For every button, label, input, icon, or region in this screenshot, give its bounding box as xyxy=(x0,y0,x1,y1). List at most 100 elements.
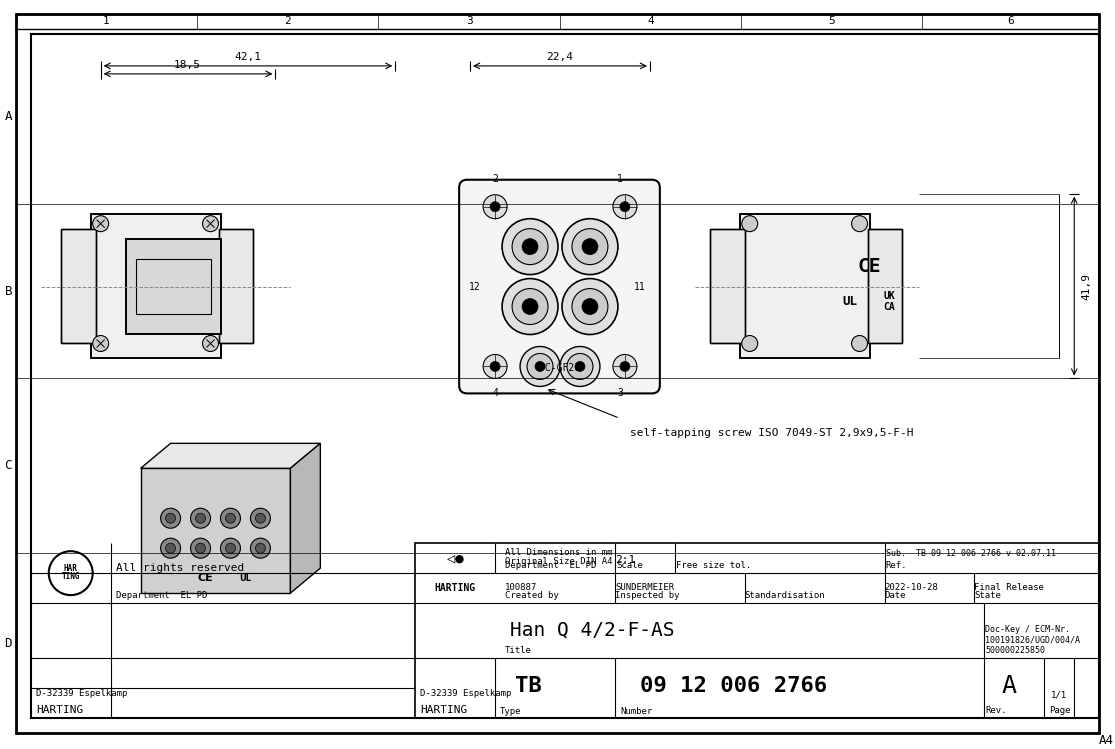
Circle shape xyxy=(225,543,235,554)
Text: D-32339 Espelkamp: D-32339 Espelkamp xyxy=(36,689,127,698)
Bar xyxy=(219,228,253,344)
Text: Sub.  TB 09 12 006 2766 v 02.07.11: Sub. TB 09 12 006 2766 v 02.07.11 xyxy=(885,549,1056,558)
Bar xyxy=(126,239,221,333)
Text: 1/1: 1/1 xyxy=(1051,691,1067,700)
Text: Number: Number xyxy=(620,707,652,716)
Circle shape xyxy=(568,354,593,380)
Text: B: B xyxy=(4,285,12,297)
Circle shape xyxy=(613,195,637,219)
Circle shape xyxy=(512,228,547,264)
Circle shape xyxy=(221,539,241,558)
Text: 41,9: 41,9 xyxy=(1082,273,1092,300)
Polygon shape xyxy=(140,468,290,593)
Text: 2:1: 2:1 xyxy=(614,555,636,565)
Text: 09 12 006 2766: 09 12 006 2766 xyxy=(640,676,827,696)
Circle shape xyxy=(741,336,758,351)
Circle shape xyxy=(483,195,507,219)
Text: State: State xyxy=(975,591,1001,600)
Text: UL: UL xyxy=(240,574,252,583)
Text: Inspected by: Inspected by xyxy=(614,591,679,600)
Bar xyxy=(867,228,902,344)
Text: self-tapping screw ISO 7049-ST 2,9x9,5-F-H: self-tapping screw ISO 7049-ST 2,9x9,5-F… xyxy=(630,428,913,438)
Text: 6: 6 xyxy=(1008,16,1015,26)
Text: Final Release: Final Release xyxy=(975,583,1045,592)
Text: Page: Page xyxy=(1049,706,1070,715)
Text: PC-GF20: PC-GF20 xyxy=(540,363,581,374)
Bar xyxy=(126,239,221,333)
Text: UK
CA: UK CA xyxy=(883,291,895,312)
Text: HARTING: HARTING xyxy=(435,583,476,593)
Text: 3: 3 xyxy=(466,16,473,26)
Text: CE: CE xyxy=(197,573,213,583)
Circle shape xyxy=(191,509,211,528)
Text: Scale: Scale xyxy=(615,561,642,570)
Text: 1: 1 xyxy=(617,174,623,184)
FancyBboxPatch shape xyxy=(459,180,660,393)
Circle shape xyxy=(251,539,271,558)
Text: HARTING: HARTING xyxy=(420,705,467,715)
Text: 100887: 100887 xyxy=(505,583,537,592)
Circle shape xyxy=(582,239,598,255)
Circle shape xyxy=(562,219,618,275)
Text: Han Q 4/2-F-AS: Han Q 4/2-F-AS xyxy=(510,621,675,640)
Circle shape xyxy=(522,299,539,315)
Circle shape xyxy=(852,336,867,351)
Text: Standardisation: Standardisation xyxy=(745,591,825,600)
Circle shape xyxy=(575,362,585,372)
Text: TING: TING xyxy=(61,571,80,580)
Bar xyxy=(136,258,211,314)
Circle shape xyxy=(483,354,507,378)
Text: Ref.: Ref. xyxy=(885,561,906,570)
Circle shape xyxy=(203,216,219,231)
Circle shape xyxy=(203,336,219,351)
Text: HARTING: HARTING xyxy=(36,705,83,715)
Bar xyxy=(739,213,870,359)
Text: HAR: HAR xyxy=(64,564,78,573)
Bar xyxy=(739,213,870,359)
Text: All Dimensions in mm: All Dimensions in mm xyxy=(505,548,612,557)
Text: Rev.: Rev. xyxy=(986,706,1007,715)
Text: UL: UL xyxy=(842,295,857,308)
Circle shape xyxy=(251,509,271,528)
Text: C: C xyxy=(4,459,12,473)
Circle shape xyxy=(93,216,108,231)
Text: 2: 2 xyxy=(492,174,498,184)
Circle shape xyxy=(491,201,501,212)
Circle shape xyxy=(195,543,205,554)
Text: Type: Type xyxy=(501,707,522,716)
Circle shape xyxy=(166,513,175,524)
Circle shape xyxy=(491,362,501,372)
Text: ◁●: ◁● xyxy=(447,551,464,565)
Text: Department  EL PD: Department EL PD xyxy=(116,591,207,600)
Circle shape xyxy=(741,216,758,231)
Text: All rights reserved: All rights reserved xyxy=(116,563,244,573)
Circle shape xyxy=(161,539,181,558)
Text: Original Size DIN A4: Original Size DIN A4 xyxy=(505,557,612,566)
Text: SUNDERMEIER: SUNDERMEIER xyxy=(614,583,675,592)
Circle shape xyxy=(620,362,630,372)
Text: 4: 4 xyxy=(492,389,498,398)
Circle shape xyxy=(527,354,553,380)
Bar xyxy=(90,213,221,359)
Text: A: A xyxy=(4,110,12,123)
Bar xyxy=(710,228,745,344)
Text: 2: 2 xyxy=(284,16,291,26)
Text: 3: 3 xyxy=(617,389,623,398)
Bar xyxy=(710,228,745,344)
Polygon shape xyxy=(290,443,320,593)
Text: Date: Date xyxy=(884,591,906,600)
Circle shape xyxy=(613,354,637,378)
Circle shape xyxy=(560,347,600,386)
Circle shape xyxy=(572,288,608,324)
Circle shape xyxy=(562,279,618,335)
Bar xyxy=(90,213,221,359)
Text: Department  EL PD: Department EL PD xyxy=(505,561,597,570)
Circle shape xyxy=(255,543,265,554)
Circle shape xyxy=(620,201,630,212)
Circle shape xyxy=(520,347,560,386)
Bar xyxy=(867,228,902,344)
Circle shape xyxy=(221,509,241,528)
Text: 4: 4 xyxy=(647,16,653,26)
Circle shape xyxy=(191,539,211,558)
Circle shape xyxy=(166,543,175,554)
